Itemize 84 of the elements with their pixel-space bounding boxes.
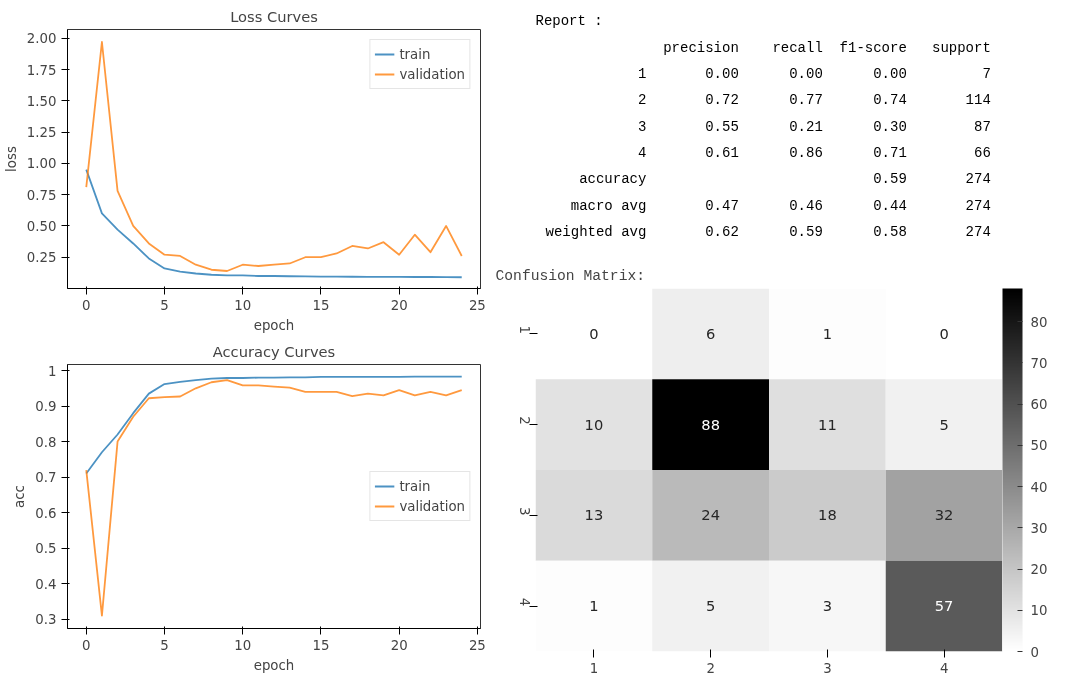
- x-tick-label: 10: [234, 297, 252, 313]
- y-tick-label: 1.75: [26, 62, 57, 78]
- x-axis-title: epoch: [253, 317, 295, 333]
- chart-title: Confusion Matrix:: [495, 267, 646, 284]
- text: 1 0.00 0.00 0.00 7: [637, 65, 991, 82]
- data-label: 5: [939, 415, 949, 433]
- x-axis-title: epoch: [253, 657, 295, 673]
- data-label: 11: [818, 415, 837, 433]
- chart-title: Accuracy Curves: [212, 342, 336, 360]
- y-tick-label: 0.3: [35, 612, 57, 628]
- legend-label: validation: [399, 66, 465, 82]
- text: accuracy 0.59 274: [579, 171, 991, 188]
- y-tick-label: 1.00: [26, 156, 57, 172]
- data-label: 3: [822, 597, 833, 615]
- color-bar-label: 10: [1030, 603, 1048, 619]
- data-label: 1: [822, 324, 833, 342]
- x-tick-label: 15: [312, 297, 330, 313]
- data-label: 0: [939, 324, 949, 342]
- legend-label: train: [399, 46, 431, 62]
- color-bar-label: 30: [1030, 520, 1048, 536]
- data-label: 13: [584, 506, 604, 524]
- y-tick-label: 3: [516, 506, 532, 516]
- legend-label: train: [399, 478, 431, 494]
- text: 4 0.61 0.86 0.71 66: [637, 144, 991, 161]
- y-tick-label: 1: [516, 325, 532, 334]
- y-tick-label: 0.8: [35, 434, 57, 450]
- legend-label: validation: [399, 498, 465, 514]
- x-tick-label: 0: [82, 297, 91, 313]
- y-tick-label: 1: [48, 363, 57, 379]
- x-tick-label: 25: [468, 637, 486, 653]
- x-tick-label: 4: [939, 660, 949, 676]
- text: macro avg 0.47 0.46 0.44 274: [570, 197, 991, 214]
- x-tick-label: 1: [589, 660, 599, 676]
- color-bar-label: 40: [1030, 479, 1048, 495]
- y-tick-label: 2.00: [26, 31, 57, 47]
- y-tick-label: 0.25: [26, 250, 57, 266]
- y-tick-label: 4: [516, 597, 532, 607]
- data-label: 24: [701, 506, 720, 524]
- y-tick-label: 0.9: [35, 399, 57, 415]
- x-tick-label: 2: [706, 660, 715, 676]
- y-axis-title: loss: [3, 146, 19, 172]
- x-tick-label: 5: [160, 297, 169, 313]
- y-tick-label: 1.50: [26, 93, 57, 109]
- y-tick-label: 0.4: [35, 576, 57, 592]
- text: weighted avg 0.62 0.59 0.58 274: [545, 223, 991, 240]
- x-tick-label: 3: [823, 660, 832, 676]
- data-label: 88: [701, 415, 720, 433]
- line-series: [85, 375, 463, 475]
- x-tick-label: 5: [160, 637, 169, 653]
- y-tick-label: 0.5: [35, 541, 57, 557]
- data-label: 1: [589, 597, 599, 615]
- data-label: 0: [589, 324, 599, 342]
- line-series: [85, 41, 463, 272]
- color-bar-label: 70: [1030, 355, 1048, 371]
- color-bar-label: 60: [1030, 397, 1048, 412]
- y-tick-label: 1.25: [26, 125, 57, 141]
- y-tick-label: 2: [516, 416, 532, 425]
- chart-title: Loss Curves: [230, 7, 318, 25]
- color-bar-label: 50: [1030, 438, 1048, 454]
- y-tick-label: 0.50: [26, 218, 57, 234]
- y-axis-title: acc: [12, 485, 28, 508]
- text: Report :: [535, 13, 603, 30]
- data-label: 10: [584, 415, 604, 433]
- data-label: 5: [705, 597, 716, 615]
- y-tick-label: 0.75: [26, 187, 57, 203]
- x-tick-label: 25: [468, 297, 486, 313]
- text: precision recall f1-score support: [663, 39, 991, 56]
- data-label: 18: [818, 506, 837, 524]
- x-tick-label: 10: [234, 637, 252, 653]
- data-label: 57: [934, 597, 954, 615]
- x-tick-label: 20: [390, 637, 408, 653]
- color-bar-label: 80: [1030, 314, 1048, 330]
- text: 3 0.55 0.21 0.30 87: [637, 118, 991, 135]
- x-tick-label: 20: [390, 297, 408, 313]
- line-series: [85, 168, 463, 279]
- line-series: [85, 379, 463, 617]
- text: 2 0.72 0.77 0.74 114: [637, 92, 991, 109]
- y-tick-label: 0.7: [35, 470, 57, 486]
- color-bar-label: 20: [1030, 562, 1048, 577]
- y-tick-label: 0.6: [35, 505, 57, 521]
- data-label: 32: [934, 506, 954, 524]
- x-tick-label: 15: [312, 637, 330, 653]
- data-label: 6: [705, 324, 716, 342]
- x-tick-label: 0: [82, 637, 91, 653]
